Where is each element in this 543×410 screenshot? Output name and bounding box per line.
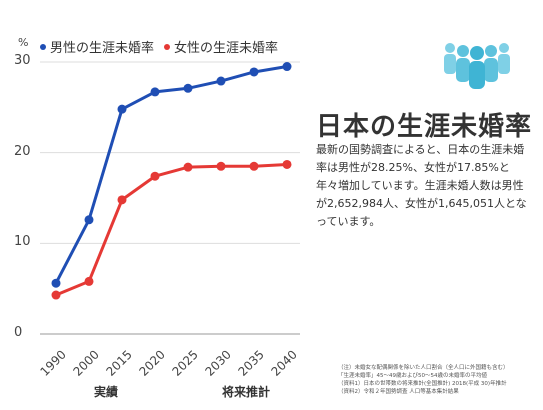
y-tick-label: 0: [14, 325, 23, 340]
x-tick-label: 2015: [103, 347, 134, 378]
data-point-1-0: [51, 290, 61, 300]
x-tick-label: 2035: [235, 347, 266, 378]
x-tick-label: 2020: [136, 347, 167, 378]
y-axis-unit: %: [18, 36, 29, 49]
x-tick-label: 1990: [37, 347, 68, 378]
side-title: 日本の生涯未婚率: [316, 112, 533, 142]
legend-label-female: 女性の生涯未婚率: [174, 41, 279, 56]
legend: 男性の生涯未婚率 女性の生涯未婚率: [40, 37, 288, 56]
data-point-0-0: [51, 278, 61, 288]
x-axis-ticks: 1990 2000 2015 2020 2025 2030 2035 2040: [37, 347, 299, 378]
y-tick-label: 20: [14, 143, 31, 159]
data-point-1-3: [150, 171, 160, 181]
footnote: （資料2）令和２年国勢調査 人口等基本集計結果: [338, 389, 459, 395]
footnotes: （注）未婚女な配偶関係を除いた人口割合（全人口に外国籍も含む） 「生涯未婚率」4…: [338, 364, 538, 396]
y-tick-label: 30: [14, 53, 31, 68]
side-description: 最新の国勢調査によると、日本の生涯未婚率は男性が28.25%、女性が17.85%…: [316, 143, 527, 228]
footnote: （資料1）日本の世帯数の将来推計(全国推計) 2018(平成 30)年推計: [338, 381, 507, 387]
legend-marker-female: [164, 43, 171, 50]
data-point-1-7: [282, 159, 292, 169]
data-point-1-5: [216, 161, 226, 171]
legend-label-male: 男性の生涯未婚率: [50, 41, 155, 56]
series-line-1: [55, 162, 288, 297]
data-point-0-5: [216, 76, 226, 86]
data-point-0-1: [84, 215, 94, 225]
x-tick-label: 2040: [268, 347, 299, 378]
x-tick-label: 2025: [169, 347, 200, 378]
data-point-0-2: [117, 104, 127, 114]
group-label-forecast: 将来推計: [222, 384, 270, 399]
data-point-0-6: [249, 67, 259, 77]
x-tick-label: 2030: [202, 347, 233, 378]
grid-lines: [40, 61, 300, 335]
series-line-0: [54, 65, 288, 284]
data-point-0-7: [282, 62, 292, 72]
data-point-1-6: [249, 161, 259, 171]
series-points: [51, 62, 292, 300]
data-point-1-1: [84, 276, 94, 286]
x-axis-group-labels: 実績 将来推計: [94, 384, 270, 399]
group-label-actual: 実績: [94, 384, 118, 399]
footnote: （注）未婚女な配偶関係を除いた人口割合（全人口に外国籍も含む）: [338, 365, 509, 371]
y-tick-label: 10: [14, 234, 31, 250]
x-tick-label: 2000: [70, 347, 101, 378]
legend-item-female: 女性の生涯未婚率: [164, 37, 278, 56]
data-point-1-4: [183, 162, 193, 172]
data-point-1-2: [117, 195, 127, 205]
data-point-0-3: [150, 87, 160, 97]
legend-item-male: 男性の生涯未婚率: [40, 37, 154, 56]
people-group-icon: [444, 43, 510, 89]
legend-marker-male: [40, 43, 46, 50]
data-point-0-4: [183, 83, 193, 93]
footnote: 「生涯未婚率」45〜49歳および50〜54歳の未婚率の平均値: [338, 373, 487, 379]
series-lines: [54, 65, 288, 297]
